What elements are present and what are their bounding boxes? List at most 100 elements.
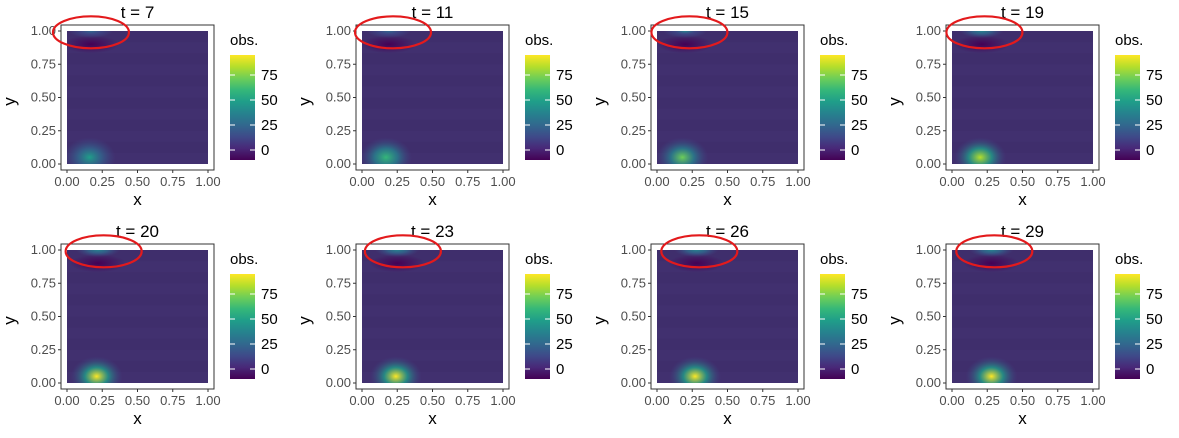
texture-band (67, 360, 208, 372)
heatmap-panel: t = 19 0.00 0.25 0.50 0.75 1.00 0.00 0.25 0.50 0.… (885, 0, 1179, 219)
panel-title: t = 23 (411, 222, 454, 241)
texture-band (362, 141, 503, 153)
x-tick-label: 0.25 (385, 393, 410, 408)
y-tick-label: 0.50 (326, 90, 351, 105)
highlight-ellipse (945, 15, 1024, 50)
x-tick-label: 0.75 (750, 174, 775, 189)
y-tick-label: 1.00 (916, 23, 941, 38)
y-tick-label: 0.25 (31, 342, 56, 357)
texture-band (362, 119, 503, 131)
x-tick-label: 1.00 (1080, 174, 1105, 189)
y-tick-label: 1.00 (31, 242, 56, 257)
legend-title: obs. (525, 32, 553, 49)
heatmap-panel: t = 11 0.00 0.25 0.50 0.75 1.00 0.00 0.25 0.50 0.… (295, 0, 590, 219)
x-tick-label: 0.00 (349, 174, 374, 189)
texture-band (952, 316, 1093, 328)
texture-band (952, 338, 1093, 350)
y-tick-label: 0.75 (31, 56, 56, 71)
legend-tick-label: 75 (851, 286, 868, 303)
hotspot (362, 137, 412, 164)
texture-band (362, 53, 503, 65)
y-axis-title: y (295, 97, 314, 106)
legend-tick-label: 25 (851, 336, 868, 353)
texture-band (952, 250, 1093, 262)
legend-tick-label: 0 (556, 142, 564, 159)
texture-band (657, 272, 798, 284)
y-tick-label: 0.50 (31, 90, 56, 105)
panel-title: t = 19 (1001, 3, 1044, 22)
texture-band (657, 141, 798, 153)
heatmap-chart: t = 7 0.00 0.25 0.50 0.75 1.00 0.00 0.25 0.50 0.7… (0, 3, 278, 209)
x-tick-label: 0.75 (160, 393, 185, 408)
legend-tick-label: 75 (1146, 286, 1163, 303)
x-tick-label: 0.25 (680, 174, 705, 189)
hotspot (67, 137, 116, 164)
y-tick-label: 0.25 (621, 342, 646, 357)
x-tick-label: 0.00 (939, 393, 964, 408)
legend-tick-label: 75 (556, 286, 573, 303)
legend-tick-label: 25 (556, 336, 573, 353)
legend-tick-label: 25 (851, 117, 868, 134)
y-tick-label: 0.25 (916, 123, 941, 138)
texture-band (657, 75, 798, 87)
texture-band (657, 119, 798, 131)
y-tick-label: 0.50 (326, 309, 351, 324)
hotspot (369, 356, 422, 383)
panel-title: t = 7 (121, 3, 155, 22)
x-tick-label: 0.25 (90, 174, 115, 189)
legend-title: obs. (525, 251, 553, 268)
x-tick-label: 0.75 (1045, 393, 1070, 408)
highlight-ellipse (51, 15, 131, 50)
legend-tick-label: 50 (261, 311, 278, 328)
x-tick-label: 1.00 (490, 174, 515, 189)
legend-tick-label: 75 (556, 67, 573, 84)
texture-band (952, 141, 1093, 153)
y-axis-title: y (590, 97, 609, 106)
x-tick-label: 0.50 (125, 393, 150, 408)
texture-band (362, 31, 503, 43)
texture-band (952, 53, 1093, 65)
heatmap-chart: t = 23 0.00 0.25 0.50 0.75 1.00 0.00 0.25 0.50 0.… (295, 222, 573, 428)
x-tick-label: 0.00 (939, 174, 964, 189)
legend-tick-label: 25 (261, 117, 278, 134)
texture-band (952, 360, 1093, 372)
y-tick-label: 0.50 (621, 90, 646, 105)
texture-band (952, 119, 1093, 131)
y-tick-label: 0.50 (916, 90, 941, 105)
y-tick-label: 0.00 (31, 156, 56, 171)
highlight-ellipse (64, 234, 143, 269)
hotspot (663, 31, 708, 38)
x-axis-title: x (723, 409, 732, 428)
y-axis-title: y (590, 316, 609, 325)
panel-title: t = 26 (706, 222, 749, 241)
texture-band (952, 75, 1093, 87)
highlight-ellipse (660, 234, 739, 269)
y-tick-label: 0.00 (326, 375, 351, 390)
legend-tick-label: 75 (851, 67, 868, 84)
panel-title: t = 15 (706, 3, 749, 22)
x-tick-label: 1.00 (490, 393, 515, 408)
legend-colorbar (820, 274, 845, 379)
panel-title: t = 29 (1001, 222, 1044, 241)
x-tick-label: 0.25 (90, 393, 115, 408)
legend-tick-label: 25 (1146, 336, 1163, 353)
legend-title: obs. (1115, 32, 1143, 49)
y-tick-label: 0.75 (621, 56, 646, 71)
texture-band (362, 272, 503, 284)
legend-tick-label: 50 (261, 92, 278, 109)
texture-band (657, 31, 798, 43)
legend-colorbar (525, 274, 550, 379)
legend-tick-label: 0 (851, 142, 859, 159)
y-tick-label: 0.25 (621, 123, 646, 138)
highlight-ellipse (363, 234, 442, 269)
hotspot (657, 137, 709, 164)
y-axis-title: y (0, 97, 19, 106)
legend-tick-label: 0 (1146, 142, 1154, 159)
y-tick-label: 0.00 (31, 375, 56, 390)
y-tick-label: 0.75 (916, 56, 941, 71)
y-tick-label: 0.25 (326, 123, 351, 138)
x-tick-label: 0.75 (455, 393, 480, 408)
legend-colorbar (230, 55, 255, 160)
heatmap-panel: t = 29 0.00 0.25 0.50 0.75 1.00 0.00 0.25 0.50 0.… (885, 219, 1179, 438)
y-tick-label: 0.75 (916, 275, 941, 290)
